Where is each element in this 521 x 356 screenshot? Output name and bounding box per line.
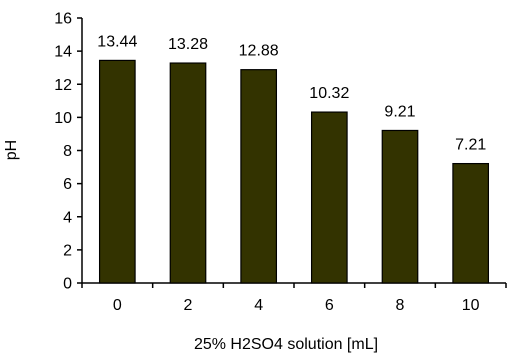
- bar: [240, 69, 278, 284]
- x-tick-label: 0: [113, 297, 122, 314]
- bars: [98, 59, 490, 284]
- y-axis-title: pH: [3, 140, 20, 160]
- x-tick-label: 8: [396, 297, 405, 314]
- y-tick-label: 12: [54, 77, 72, 94]
- y-tick-label: 6: [63, 176, 72, 193]
- data-labels: 13.44 13.28 12.88 10.32 9.21 7.21: [97, 33, 486, 153]
- x-tick-label: 2: [184, 297, 193, 314]
- y-tick-label: 16: [54, 11, 72, 28]
- data-label: 12.88: [239, 43, 279, 60]
- bar: [452, 162, 490, 284]
- x-axis: 0 2 4 6 8 10: [81, 282, 507, 314]
- bar: [169, 62, 207, 284]
- data-label: 13.44: [97, 33, 137, 50]
- y-tick-label: 8: [63, 143, 72, 160]
- y-tick-label: 4: [63, 209, 72, 226]
- bar: [98, 59, 136, 284]
- bar: [310, 111, 348, 284]
- data-label: 10.32: [309, 85, 349, 102]
- bar: [381, 129, 419, 284]
- x-tick-label: 10: [462, 297, 480, 314]
- data-label: 9.21: [384, 103, 415, 120]
- y-axis: 0 2 4 6 8 10 12 14 16: [54, 11, 83, 293]
- x-tick-label: 6: [325, 297, 334, 314]
- x-tick-label: 4: [254, 297, 263, 314]
- y-tick-label: 0: [63, 276, 72, 293]
- x-axis-title: 25% H2SO4 solution [mL]: [194, 336, 378, 353]
- y-tick-label: 2: [63, 242, 72, 259]
- data-label: 13.28: [168, 36, 208, 53]
- data-label: 7.21: [455, 137, 486, 154]
- y-tick-label: 10: [54, 110, 72, 127]
- y-tick-label: 14: [54, 44, 72, 61]
